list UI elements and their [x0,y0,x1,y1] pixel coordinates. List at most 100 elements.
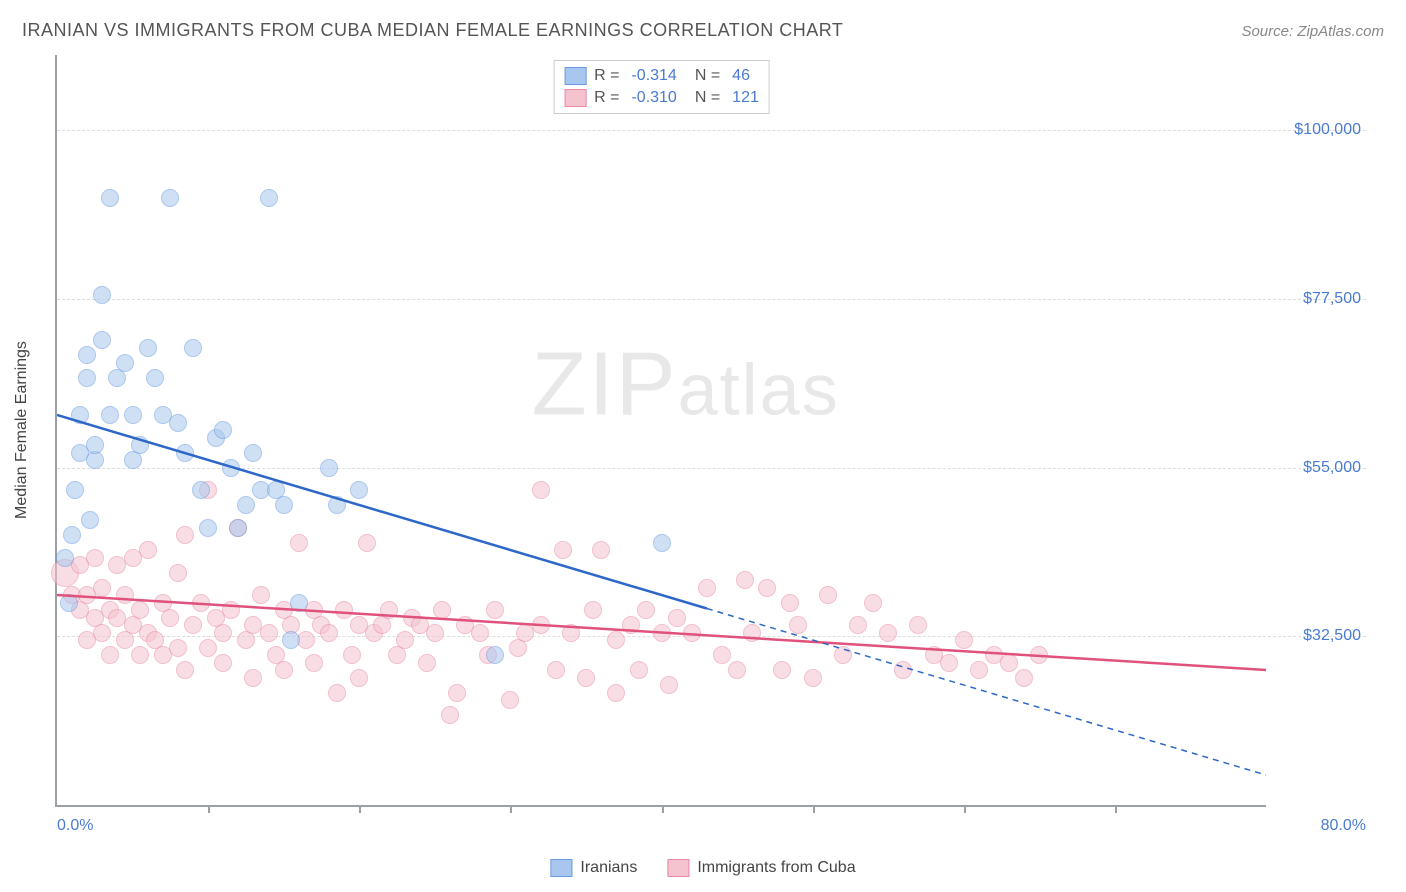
scatter-point-iranians [101,189,119,207]
scatter-point-cuba [607,684,625,702]
scatter-point-cuba [380,601,398,619]
scatter-point-cuba [940,654,958,672]
scatter-point-cuba [736,571,754,589]
watermark: ZIPatlas [532,334,840,437]
scatter-point-iranians [146,369,164,387]
scatter-point-cuba [660,676,678,694]
scatter-point-iranians [161,189,179,207]
scatter-point-cuba [849,616,867,634]
scatter-point-iranians [328,496,346,514]
scatter-point-cuba [554,541,572,559]
scatter-point-cuba [418,654,436,672]
scatter-point-cuba [577,669,595,687]
scatter-point-cuba [501,691,519,709]
x-tick [813,805,815,813]
x-tick [510,805,512,813]
regression-line-iranians-extrapolated [707,609,1266,776]
scatter-point-iranians [93,286,111,304]
scatter-point-cuba [668,609,686,627]
y-tick-label: $100,000 [1294,121,1361,139]
scatter-point-cuba [909,616,927,634]
scatter-point-cuba [653,624,671,642]
scatter-point-cuba [637,601,655,619]
n-value-cuba: 121 [732,89,759,107]
series-label: Iranians [580,859,637,877]
scatter-point-cuba [584,601,602,619]
scatter-point-cuba [184,616,202,634]
scatter-point-cuba [396,631,414,649]
scatter-point-cuba [131,646,149,664]
series-legend-item: Immigrants from Cuba [667,859,855,877]
scatter-point-cuba [894,661,912,679]
scatter-point-iranians [486,646,504,664]
x-tick [1115,805,1117,813]
scatter-point-iranians [78,369,96,387]
scatter-point-cuba [131,601,149,619]
scatter-point-iranians [320,459,338,477]
scatter-point-iranians [192,481,210,499]
x-tick [662,805,664,813]
grid-line [57,468,1366,469]
chart-area: Median Female Earnings ZIPatlas 0.0% 80.… [55,55,1366,837]
correlation-legend-row: R = -0.310 N = 121 [564,87,759,109]
scatter-point-iranians [282,631,300,649]
chart-header: IRANIAN VS IMMIGRANTS FROM CUBA MEDIAN F… [22,20,1384,41]
regression-overlay [57,55,1366,805]
scatter-point-iranians [260,189,278,207]
x-tick [208,805,210,813]
scatter-point-iranians [222,459,240,477]
y-tick-label: $32,500 [1303,627,1361,645]
scatter-point-iranians [116,354,134,372]
scatter-point-iranians [101,406,119,424]
scatter-point-iranians [290,594,308,612]
scatter-point-cuba [683,624,701,642]
scatter-point-cuba [275,661,293,679]
scatter-point-cuba [320,624,338,642]
scatter-point-cuba [728,661,746,679]
scatter-point-cuba [328,684,346,702]
legend-swatch-iranians [550,859,572,877]
n-value-iranians: 46 [732,67,750,85]
scatter-point-cuba [630,661,648,679]
series-legend-item: Iranians [550,859,637,877]
scatter-point-iranians [78,346,96,364]
scatter-point-cuba [86,549,104,567]
scatter-point-cuba [169,639,187,657]
scatter-point-iranians [199,519,217,537]
scatter-point-iranians [71,406,89,424]
scatter-point-cuba [433,601,451,619]
scatter-point-cuba [192,594,210,612]
scatter-point-cuba [176,526,194,544]
scatter-point-iranians [350,481,368,499]
scatter-point-cuba [592,541,610,559]
legend-swatch-cuba [667,859,689,877]
scatter-point-iranians [93,331,111,349]
scatter-point-cuba [116,586,134,604]
scatter-point-iranians [169,414,187,432]
scatter-point-cuba [441,706,459,724]
regression-line-iranians [57,415,707,609]
y-axis-label: Median Female Earnings [13,341,31,519]
scatter-point-iranians [653,534,671,552]
scatter-point-iranians [124,406,142,424]
scatter-point-cuba [343,646,361,664]
scatter-point-cuba [244,669,262,687]
scatter-point-iranians [214,421,232,439]
scatter-point-cuba [1015,669,1033,687]
scatter-point-cuba [305,654,323,672]
scatter-point-cuba [290,534,308,552]
scatter-point-cuba [1000,654,1018,672]
scatter-point-iranians [56,549,74,567]
scatter-point-iranians [275,496,293,514]
scatter-point-cuba [93,624,111,642]
scatter-point-cuba [781,594,799,612]
x-axis-min-label: 0.0% [57,817,93,835]
scatter-point-iranians [139,339,157,357]
scatter-point-cuba [335,601,353,619]
scatter-point-cuba [1030,646,1048,664]
scatter-point-cuba [562,624,580,642]
x-tick [359,805,361,813]
scatter-point-cuba [169,564,187,582]
scatter-point-cuba [607,631,625,649]
scatter-point-iranians [131,436,149,454]
